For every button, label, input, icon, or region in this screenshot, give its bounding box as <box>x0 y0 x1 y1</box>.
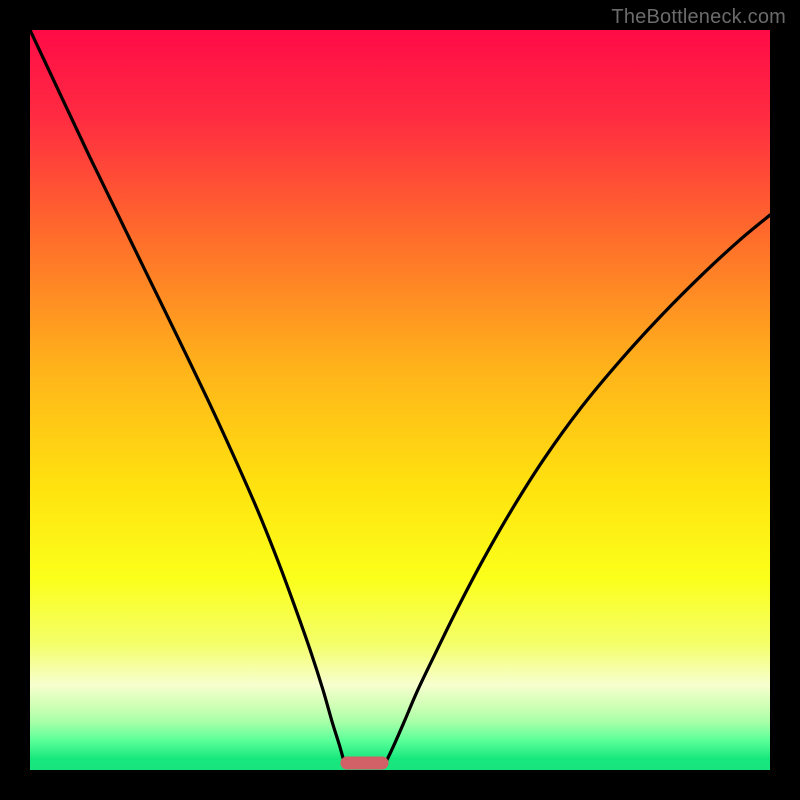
min-region-bar <box>340 757 388 770</box>
chart-svg <box>30 30 770 770</box>
plot-area <box>30 30 770 770</box>
watermark-text: TheBottleneck.com <box>611 6 786 29</box>
gradient-background <box>30 30 770 770</box>
